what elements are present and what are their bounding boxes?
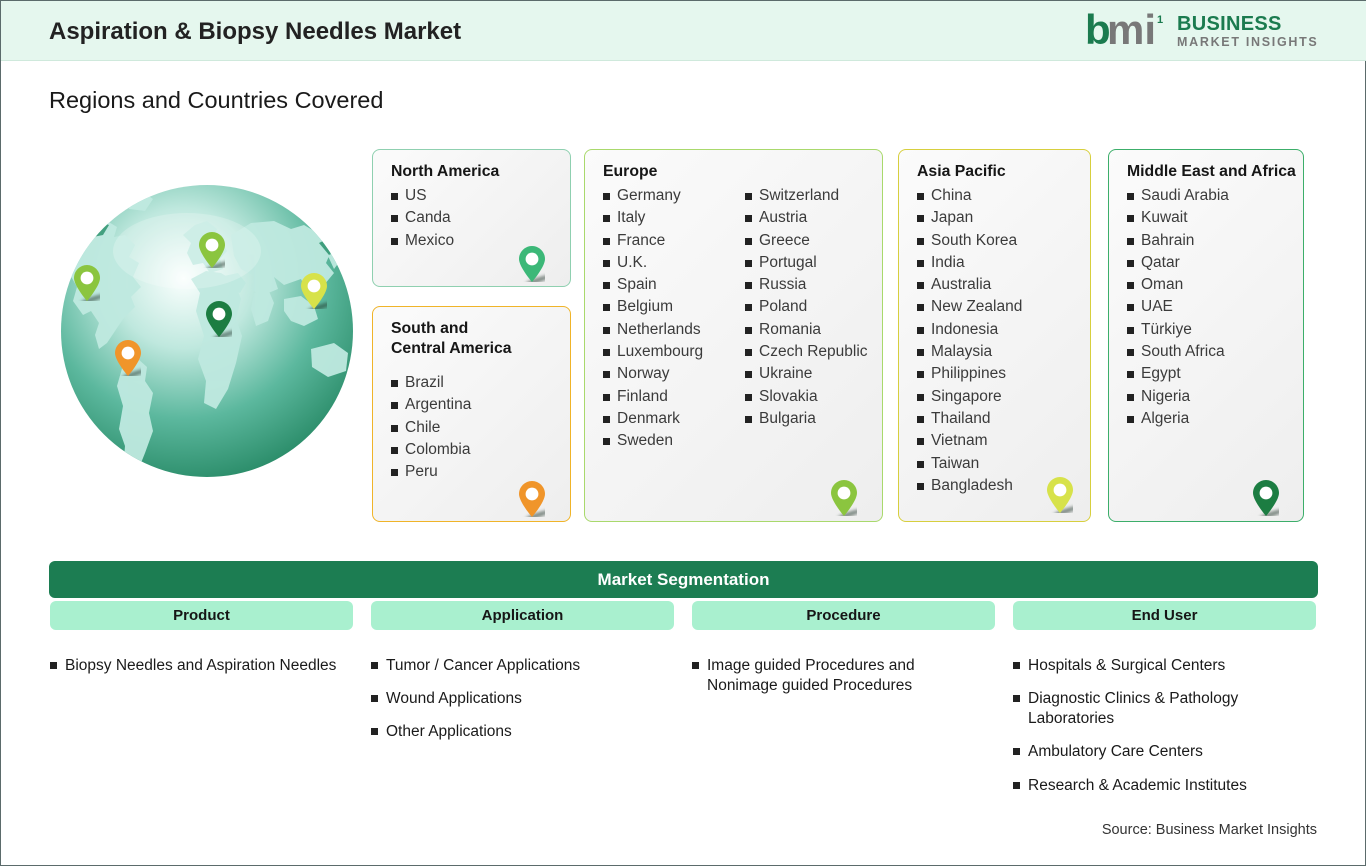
svg-text:BUSINESS: BUSINESS — [1177, 13, 1282, 35]
svg-text:1: 1 — [1157, 14, 1163, 26]
svg-text:mi: mi — [1107, 10, 1156, 52]
svg-text:MARKET INSIGHTS: MARKET INSIGHTS — [1177, 35, 1318, 49]
